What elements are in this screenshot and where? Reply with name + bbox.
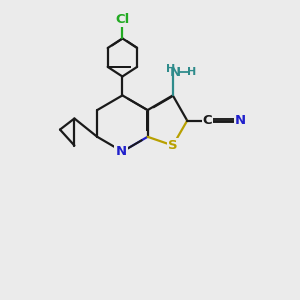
Text: H: H [166,64,175,74]
Text: N: N [115,145,127,158]
Text: Cl: Cl [115,13,130,26]
Text: N: N [234,114,245,127]
Text: C: C [202,114,212,127]
Text: H: H [187,67,196,77]
Text: S: S [168,139,178,152]
Text: N: N [170,65,182,79]
